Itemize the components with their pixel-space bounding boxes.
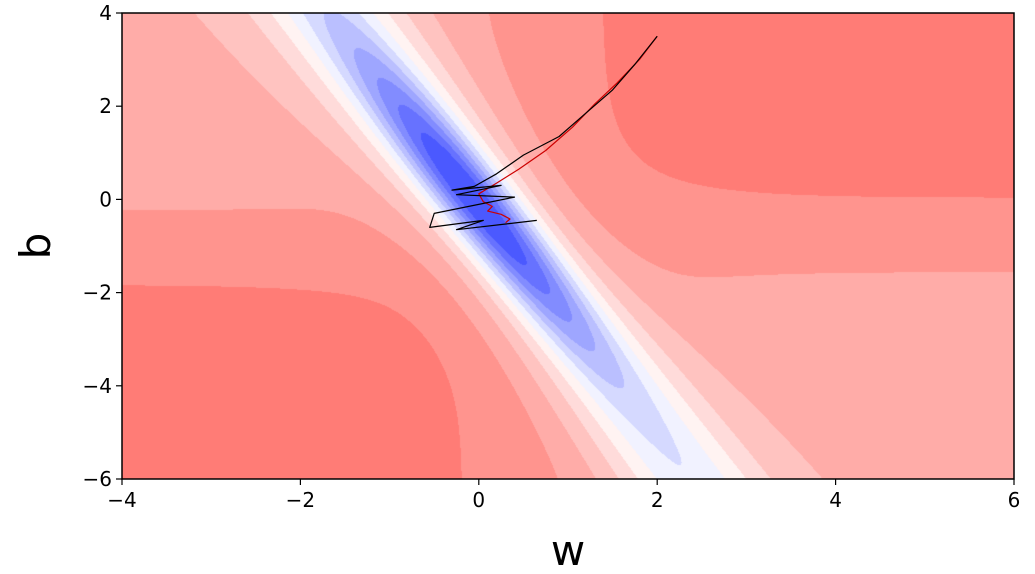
trajectory-layer bbox=[429, 35, 658, 231]
y-tick-label: 4 bbox=[99, 1, 112, 25]
x-tick-label: 2 bbox=[651, 488, 664, 512]
plot-area bbox=[122, 13, 1014, 479]
trajectory-line bbox=[478, 35, 658, 224]
x-axis-label: w bbox=[551, 526, 585, 574]
y-axis-label: b bbox=[11, 233, 60, 260]
x-axis: −4 −2 0 2 4 6 bbox=[107, 479, 1020, 512]
x-tick-label: 4 bbox=[829, 488, 842, 512]
y-tick-label: −4 bbox=[83, 374, 112, 398]
y-axis: −6 −4 −2 0 2 4 bbox=[83, 1, 122, 491]
y-tick-label: 2 bbox=[99, 94, 112, 118]
trajectory-line bbox=[429, 35, 658, 231]
y-tick-label: −2 bbox=[83, 281, 112, 305]
x-tick-label: 6 bbox=[1008, 488, 1021, 512]
x-tick-label: −4 bbox=[107, 488, 136, 512]
y-tick-label: 0 bbox=[99, 187, 112, 211]
y-tick-label: −6 bbox=[83, 467, 112, 491]
x-tick-label: 0 bbox=[472, 488, 485, 512]
plot-frame bbox=[121, 12, 1015, 480]
contour-field bbox=[122, 13, 1014, 479]
x-tick-label: −2 bbox=[286, 488, 315, 512]
